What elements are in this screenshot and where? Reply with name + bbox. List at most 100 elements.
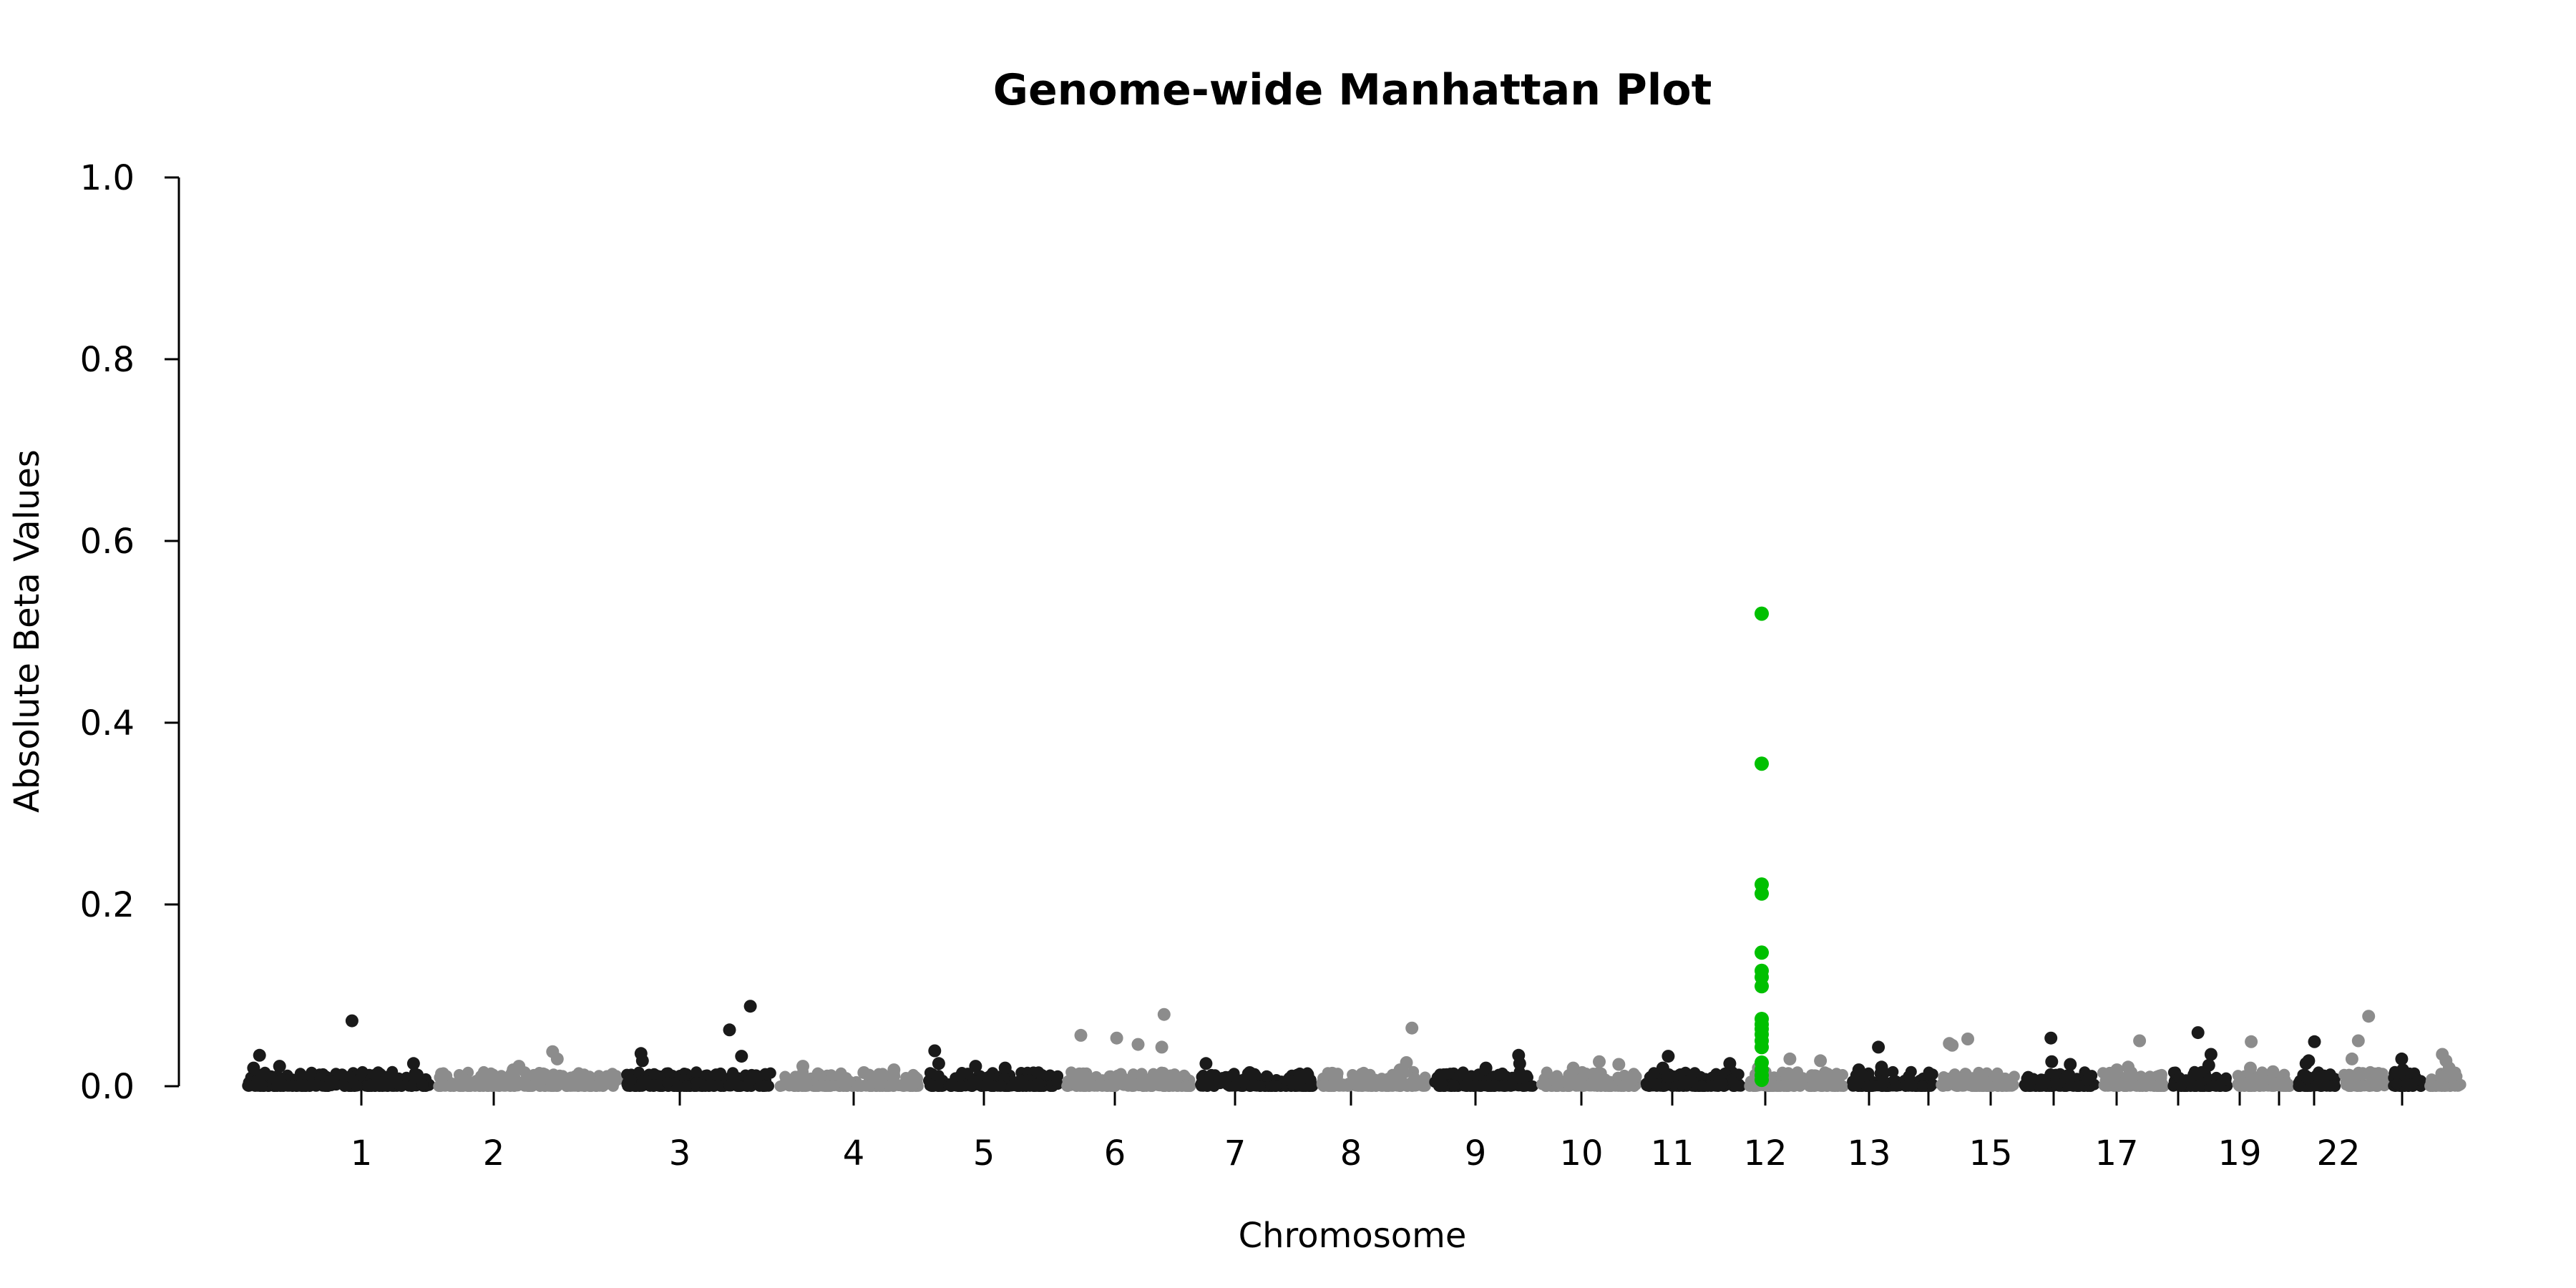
snp-peak-point bbox=[969, 1060, 982, 1073]
snp-point bbox=[1811, 1076, 1823, 1088]
snp-peak-point bbox=[2396, 1063, 2409, 1077]
snp-point bbox=[1575, 1073, 1586, 1085]
snp-point bbox=[369, 1068, 381, 1080]
snp-peak-point bbox=[253, 1048, 266, 1062]
snp-point bbox=[1890, 1080, 1902, 1092]
snp-point bbox=[812, 1080, 824, 1092]
snp-point bbox=[1440, 1068, 1453, 1080]
chromosome-19-points bbox=[2293, 1035, 2341, 1092]
snp-point bbox=[987, 1080, 999, 1092]
snp-point bbox=[551, 1080, 563, 1092]
snp-point bbox=[1061, 1080, 1073, 1092]
snp-point bbox=[356, 1066, 368, 1078]
chromosome-22-points bbox=[2424, 1048, 2467, 1092]
snp-point bbox=[2294, 1080, 2306, 1092]
snp-point bbox=[324, 1074, 336, 1086]
chromosome-5-points bbox=[923, 1044, 1064, 1092]
snp-peak-point bbox=[928, 1044, 942, 1058]
snp-point bbox=[1385, 1075, 1397, 1088]
snp-peak-point bbox=[743, 1000, 757, 1013]
chromosome-2-points bbox=[433, 1045, 624, 1092]
y-tick-label: 0.6 bbox=[80, 522, 135, 562]
snp-point bbox=[633, 1066, 645, 1078]
chromosome-3-points bbox=[621, 1000, 776, 1092]
snp-point bbox=[887, 1080, 899, 1092]
snp-point bbox=[1122, 1078, 1134, 1091]
snp-point bbox=[2376, 1068, 2389, 1080]
highlighted-points bbox=[1755, 606, 1769, 1088]
snp-point bbox=[1875, 1080, 1888, 1092]
snp-peak-point bbox=[1199, 1057, 1213, 1070]
snp-peak-point bbox=[1074, 1028, 1088, 1042]
snp-point bbox=[691, 1066, 703, 1078]
snp-peak-point bbox=[1612, 1058, 1626, 1071]
snp-point bbox=[1619, 1069, 1631, 1081]
snp-point bbox=[1997, 1079, 2009, 1091]
snp-point bbox=[311, 1079, 323, 1091]
snp-point bbox=[1662, 1071, 1674, 1083]
snp-point bbox=[962, 1068, 974, 1080]
snp-point bbox=[2129, 1080, 2142, 1092]
snp-peak-point bbox=[635, 1054, 649, 1068]
chromosome-13-points bbox=[1847, 1040, 1938, 1092]
snp-point bbox=[376, 1080, 389, 1092]
snp-point bbox=[338, 1080, 351, 1092]
x-axis-ticks: 1 2 3 4 5 6 7 8 9 10 11 12 13 15 17 19 22 bbox=[351, 1086, 2404, 1174]
snp-point bbox=[409, 1067, 421, 1079]
snp-point bbox=[1008, 1079, 1020, 1091]
snp-peak-point bbox=[507, 1063, 520, 1077]
snp-point bbox=[2099, 1068, 2111, 1080]
snp-point bbox=[2424, 1080, 2436, 1092]
chromosome-8-points bbox=[1316, 1021, 1432, 1092]
x-tick-label: 13 bbox=[1847, 1133, 1890, 1174]
snp-point bbox=[1687, 1075, 1699, 1088]
x-tick-label: 3 bbox=[669, 1133, 691, 1174]
snp-peak-point bbox=[1662, 1050, 1675, 1063]
highlighted-snp-point bbox=[1755, 1073, 1769, 1088]
snp-peak-point bbox=[735, 1050, 748, 1063]
snp-peak-point bbox=[1656, 1061, 1669, 1075]
snp-peak-point bbox=[1723, 1057, 1737, 1070]
snp-point bbox=[1862, 1080, 1874, 1092]
snp-point bbox=[1462, 1071, 1474, 1083]
snp-peak-point bbox=[723, 1023, 736, 1037]
snp-point bbox=[441, 1070, 453, 1082]
chromosome-6-points bbox=[1061, 1008, 1196, 1092]
x-tick-label: 5 bbox=[973, 1133, 995, 1174]
snp-point bbox=[2406, 1078, 2418, 1091]
snp-point bbox=[662, 1077, 673, 1088]
x-tick-label: 9 bbox=[1465, 1133, 1487, 1174]
snp-point bbox=[704, 1079, 716, 1091]
snp-peak-point bbox=[1593, 1055, 1606, 1068]
snp-point bbox=[852, 1080, 864, 1092]
snp-point bbox=[1948, 1068, 1961, 1080]
snp-peak-point bbox=[1405, 1021, 1419, 1035]
y-tick-label: 0.8 bbox=[80, 340, 135, 380]
snp-point bbox=[924, 1067, 936, 1079]
snp-peak-point bbox=[345, 1014, 358, 1028]
snp-point bbox=[1506, 1079, 1518, 1091]
snp-peak-point bbox=[1155, 1040, 1169, 1054]
snp-point bbox=[2278, 1077, 2290, 1089]
snp-peak-point bbox=[2202, 1058, 2215, 1072]
snp-point bbox=[2251, 1076, 2263, 1088]
snp-peak-point bbox=[1243, 1066, 1257, 1079]
highlighted-snp-point bbox=[1755, 606, 1769, 621]
snp-point bbox=[1689, 1067, 1701, 1079]
snp-point bbox=[266, 1072, 278, 1084]
snp-peak-point bbox=[1513, 1057, 1526, 1070]
snp-point bbox=[1148, 1078, 1161, 1090]
snp-point bbox=[1830, 1069, 1842, 1081]
snp-point bbox=[2303, 1071, 2315, 1083]
x-tick-label: 6 bbox=[1104, 1133, 1126, 1174]
snp-peak-point bbox=[2064, 1058, 2077, 1071]
snp-point bbox=[519, 1075, 531, 1087]
snp-point bbox=[351, 1080, 363, 1092]
snp-peak-point bbox=[1872, 1040, 1885, 1054]
x-tick-label: 7 bbox=[1224, 1133, 1246, 1174]
snp-point bbox=[278, 1079, 290, 1091]
snp-point bbox=[1254, 1080, 1266, 1092]
snp-point bbox=[1989, 1070, 2001, 1082]
snp-peak-point bbox=[1566, 1061, 1580, 1075]
